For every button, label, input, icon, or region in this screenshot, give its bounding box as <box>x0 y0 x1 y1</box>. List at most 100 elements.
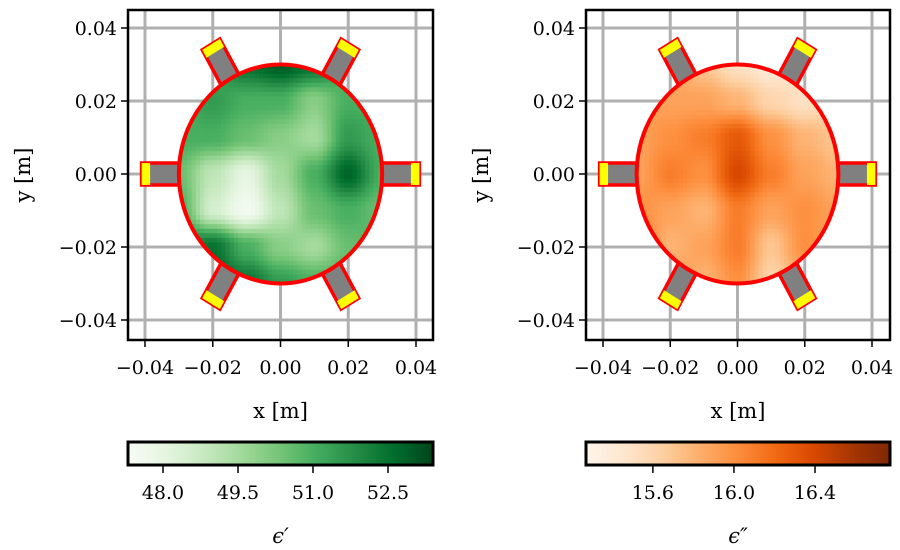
heatmap-cell <box>737 164 743 171</box>
heatmap-cell <box>712 87 718 93</box>
heatmap-cell <box>699 151 705 157</box>
heatmap-cell <box>267 169 273 175</box>
heatmap-cell <box>221 164 227 171</box>
heatmap-cell <box>288 164 294 171</box>
heatmap-cell <box>284 174 290 180</box>
heatmap-cell <box>661 228 667 234</box>
heatmap-cell <box>729 142 734 148</box>
heatmap-cell <box>737 142 743 148</box>
heatmap-cell <box>335 183 341 189</box>
heatmap-cell <box>724 64 730 70</box>
heatmap-cell <box>766 123 772 129</box>
heatmap-cell <box>335 251 341 257</box>
heatmap-cell <box>225 91 231 98</box>
heatmap-cell <box>703 201 709 207</box>
heatmap-cell <box>373 142 379 148</box>
heatmap-cell <box>783 151 789 157</box>
heatmap-cell <box>238 87 243 93</box>
heatmap-cell <box>792 169 797 175</box>
antenna-cap <box>793 290 816 310</box>
heatmap-cell <box>682 178 688 184</box>
heatmap-cell <box>288 205 294 212</box>
heatmap-cell <box>293 265 299 271</box>
heatmap-cell <box>699 164 705 171</box>
heatmap-cell <box>263 91 269 98</box>
heatmap-cell <box>259 96 265 102</box>
heatmap-cell <box>670 160 676 166</box>
heatmap-cell <box>804 210 810 216</box>
heatmap-cell <box>724 251 730 257</box>
heatmap-cell <box>653 128 659 134</box>
heatmap-cell <box>365 178 371 184</box>
heatmap-cell <box>284 128 290 134</box>
colorbar-tick-label: 15.6 <box>632 482 674 504</box>
heatmap-cell <box>280 128 286 134</box>
heatmap-cell <box>796 174 802 180</box>
heatmap-cell <box>272 251 277 257</box>
heatmap-cell <box>250 237 256 244</box>
heatmap-cell <box>766 132 772 139</box>
heatmap-cell <box>335 155 341 161</box>
heatmap-cell <box>699 101 705 107</box>
heatmap-cell <box>314 219 320 225</box>
heatmap-cell <box>733 105 739 111</box>
heatmap-cell <box>720 105 726 111</box>
heatmap-cell <box>775 260 781 266</box>
heatmap-cell <box>356 196 362 202</box>
heatmap-cell <box>813 137 818 143</box>
heatmap-cell <box>792 151 797 157</box>
heatmap-cell <box>339 174 345 180</box>
heatmap-cell <box>229 114 235 120</box>
heatmap-cell <box>216 224 222 230</box>
heatmap-cell <box>729 78 734 84</box>
heatmap-cell <box>754 155 760 161</box>
heatmap-cell <box>729 228 734 234</box>
heatmap-cell <box>259 114 265 120</box>
heatmap-cell <box>310 73 315 79</box>
heatmap-cell <box>666 219 671 225</box>
heatmap-cell <box>204 160 210 166</box>
heatmap-cell <box>792 87 797 93</box>
heatmap-cell <box>288 96 294 102</box>
heatmap-cell <box>293 155 299 161</box>
heatmap-cell <box>716 101 722 107</box>
heatmap-cell <box>339 128 345 134</box>
heatmap-cell <box>284 278 290 284</box>
heatmap-cell <box>369 146 375 152</box>
heatmap-cell <box>716 174 722 180</box>
heatmap-cell <box>272 278 277 284</box>
heatmap-cell <box>225 178 231 184</box>
heatmap-cell <box>246 265 252 271</box>
heatmap-cell <box>314 160 320 166</box>
heatmap-cell <box>716 256 722 262</box>
heatmap-cell <box>348 174 354 180</box>
heatmap-cell <box>267 164 273 171</box>
heatmap-cell <box>792 101 797 107</box>
heatmap-cell <box>339 137 345 143</box>
heatmap-cell <box>762 219 768 225</box>
heatmap-cell <box>259 87 265 93</box>
heatmap-cell <box>348 96 354 102</box>
heatmap-cell <box>653 114 659 120</box>
heatmap-cell <box>691 128 697 134</box>
heatmap-cell <box>708 242 713 248</box>
heatmap-cell <box>796 123 802 129</box>
heatmap-cell <box>653 219 659 225</box>
heatmap-cell <box>191 178 197 184</box>
heatmap-cell <box>808 219 814 225</box>
heatmap-cell <box>762 201 768 207</box>
heatmap-cell <box>187 174 193 180</box>
heatmap-cell <box>817 119 823 125</box>
heatmap-cell <box>649 210 655 216</box>
heatmap-cell <box>745 169 751 175</box>
heatmap-cell <box>825 169 831 175</box>
heatmap-cell <box>699 205 705 212</box>
heatmap-cell <box>766 137 772 143</box>
heatmap-cell <box>221 151 227 157</box>
heatmap-cell <box>360 192 366 198</box>
heatmap-cell <box>331 128 337 134</box>
heatmap-cell <box>682 160 688 166</box>
heatmap-cell <box>318 178 324 184</box>
heatmap-cell <box>314 237 320 244</box>
heatmap-cell <box>310 187 315 193</box>
